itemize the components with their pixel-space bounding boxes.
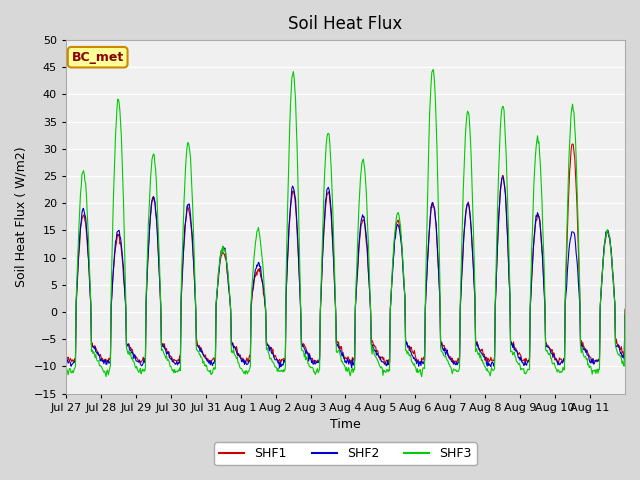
- SHF2: [435, 279, 443, 285]
- SHF3: [102, 374, 110, 380]
- SHF2: [62, 358, 70, 363]
- SHF3: [259, 261, 267, 267]
- SHF1: [621, 306, 629, 312]
- SHF3: [129, 355, 136, 360]
- Text: BC_met: BC_met: [72, 51, 124, 64]
- X-axis label: Time: Time: [330, 418, 361, 431]
- SHF1: [279, 356, 287, 362]
- SHF2: [258, 277, 266, 283]
- SHF1: [230, 343, 238, 349]
- SHF3: [621, 309, 629, 314]
- SHF2: [128, 350, 136, 356]
- SHF3: [429, 67, 437, 72]
- Line: SHF1: SHF1: [66, 144, 625, 364]
- SHF2: [621, 312, 629, 317]
- SHF2: [280, 358, 288, 363]
- Title: Soil Heat Flux: Soil Heat Flux: [289, 15, 403, 33]
- SHF2: [404, 345, 412, 350]
- SHF3: [231, 352, 239, 358]
- SHF1: [569, 141, 577, 147]
- Y-axis label: Soil Heat Flux ( W/m2): Soil Heat Flux ( W/m2): [15, 146, 28, 287]
- SHF1: [522, 361, 529, 367]
- SHF3: [280, 367, 288, 372]
- SHF2: [499, 175, 506, 180]
- SHF1: [403, 342, 411, 348]
- SHF1: [258, 278, 266, 284]
- SHF3: [62, 363, 70, 369]
- SHF3: [436, 276, 444, 282]
- Legend: SHF1, SHF2, SHF3: SHF1, SHF2, SHF3: [214, 442, 477, 465]
- Line: SHF3: SHF3: [66, 70, 625, 377]
- SHF2: [230, 345, 238, 350]
- Line: SHF2: SHF2: [66, 178, 625, 368]
- SHF1: [435, 264, 442, 270]
- SHF3: [404, 348, 412, 354]
- SHF1: [128, 347, 136, 352]
- SHF2: [276, 365, 284, 371]
- SHF1: [62, 353, 70, 359]
